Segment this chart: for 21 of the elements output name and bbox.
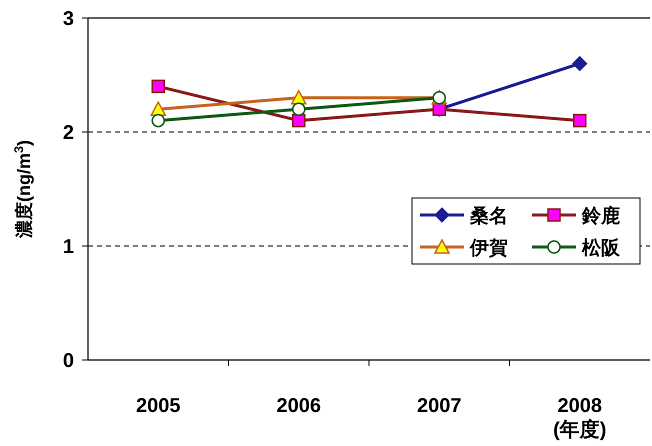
y-tick-label: 2 <box>62 122 74 144</box>
point <box>292 102 306 116</box>
y-tick-label: 1 <box>62 236 74 258</box>
y-tick-label: 0 <box>62 350 74 372</box>
x-tick-label: 2005 <box>136 395 180 417</box>
point <box>150 101 166 116</box>
legend-label: 鈴鹿 <box>581 205 620 227</box>
legend-label: 伊賀 <box>469 238 508 259</box>
legend-label: 松阪 <box>581 237 621 259</box>
point <box>572 56 588 72</box>
point <box>291 90 306 105</box>
point <box>573 114 586 128</box>
y-tick-label: 3 <box>62 8 74 30</box>
x-axis-title: (年度) <box>553 418 606 441</box>
x-tick-label: 2006 <box>276 395 321 417</box>
point <box>292 114 306 128</box>
point <box>152 114 165 128</box>
x-tick-label: 2008 <box>558 395 602 417</box>
x-tick-label: 2007 <box>417 395 462 417</box>
legend-label: 桑名 <box>469 206 508 227</box>
point <box>152 80 165 94</box>
